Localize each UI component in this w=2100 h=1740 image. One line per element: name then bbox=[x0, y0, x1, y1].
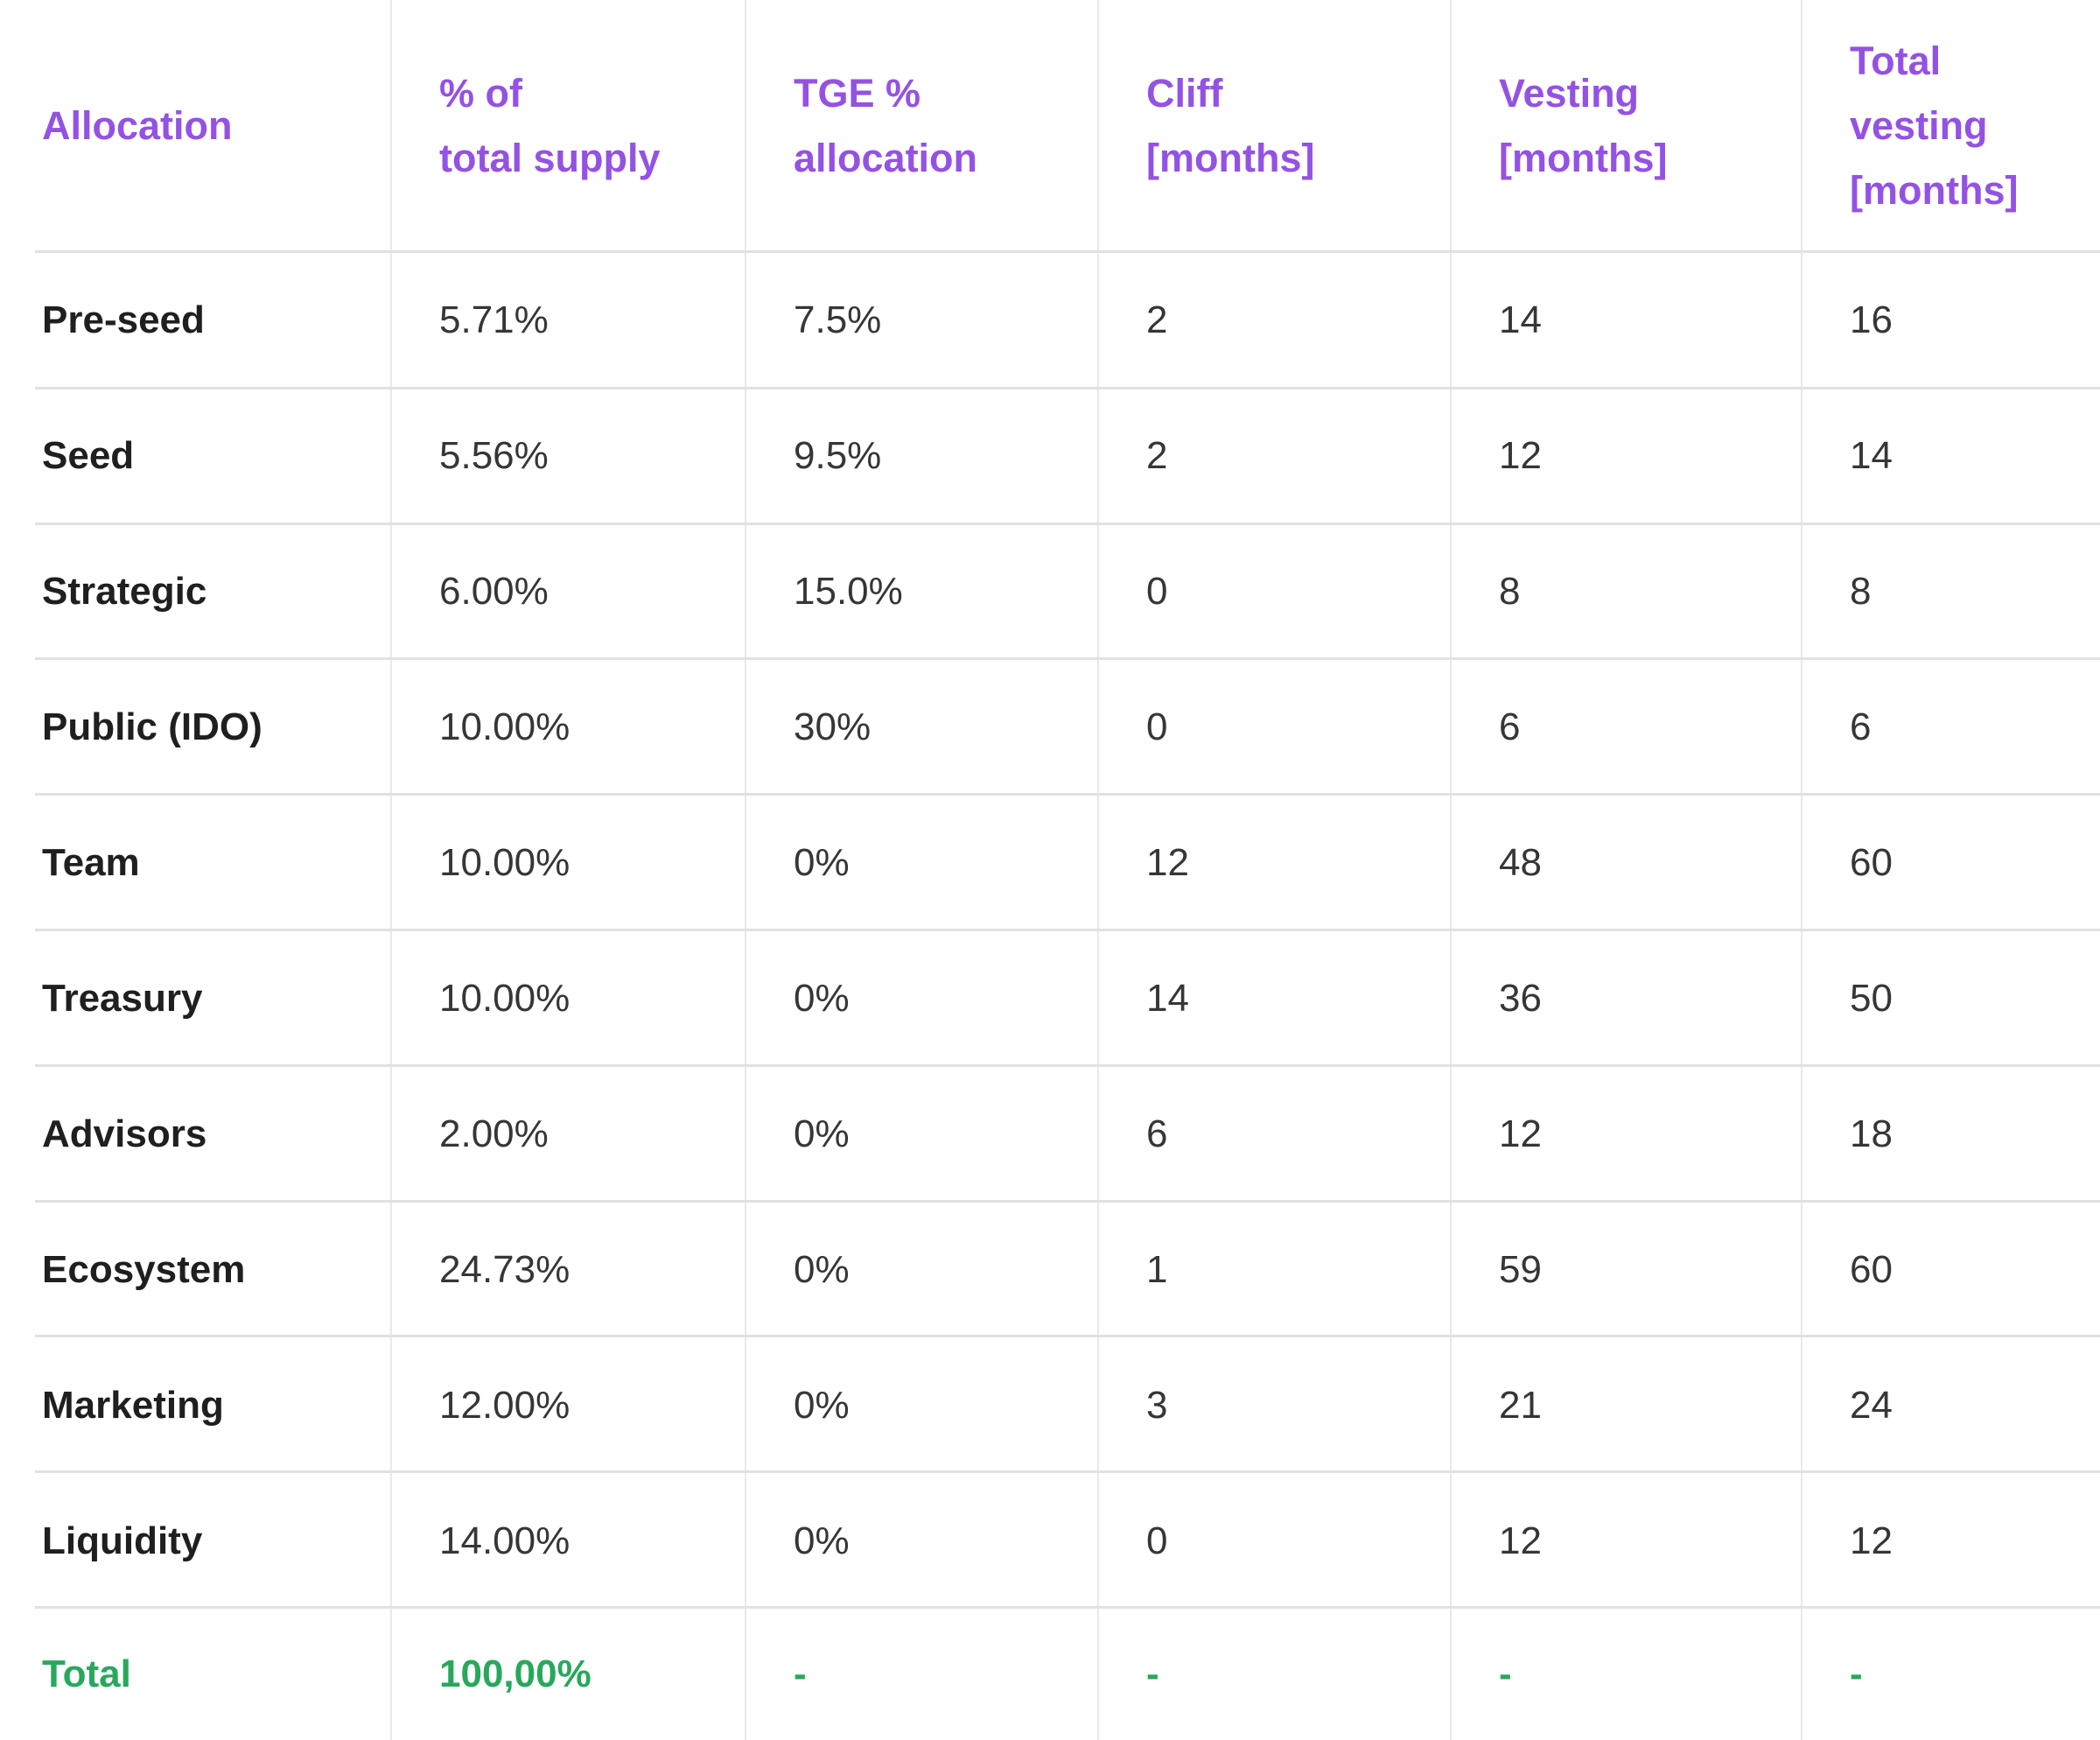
cell-allocation: Liquidity bbox=[42, 1519, 203, 1562]
cell-pct-supply: 10.00% bbox=[439, 840, 570, 884]
cell-tge: 15.0% bbox=[794, 569, 903, 613]
cell-allocation: Ecosystem bbox=[42, 1247, 246, 1291]
cell-vesting: 48 bbox=[1499, 840, 1542, 884]
cell-cliff: 3 bbox=[1146, 1383, 1168, 1427]
cell-vesting: 12 bbox=[1499, 1112, 1542, 1155]
cell-tge: 0% bbox=[794, 1112, 850, 1155]
col-header-total-vesting-months: Total vesting [months] bbox=[1850, 38, 2019, 214]
cell-pct-supply: 14.00% bbox=[439, 1519, 570, 1562]
cell-tge: 7.5% bbox=[794, 298, 882, 341]
cell-pct-supply: 12.00% bbox=[439, 1383, 570, 1427]
cell-tge: 9.5% bbox=[794, 433, 882, 477]
cell-allocation: Team bbox=[42, 840, 140, 884]
total-label: Total bbox=[42, 1652, 131, 1695]
cell-total-vesting: 18 bbox=[1850, 1112, 1893, 1155]
cell-tge: 0% bbox=[794, 840, 850, 884]
cell-cliff: 6 bbox=[1146, 1112, 1168, 1155]
cell-allocation: Pre-seed bbox=[42, 298, 205, 341]
cell-cliff: 2 bbox=[1146, 298, 1168, 341]
cell-vesting: 8 bbox=[1499, 569, 1521, 613]
cell-total-vesting: 12 bbox=[1850, 1519, 1893, 1562]
cell-vesting: 36 bbox=[1499, 976, 1542, 1020]
cell-allocation: Strategic bbox=[42, 569, 207, 613]
cell-tge: 0% bbox=[794, 1247, 850, 1291]
cell-vesting: 14 bbox=[1499, 298, 1542, 341]
cell-total-vesting: 14 bbox=[1850, 433, 1893, 477]
cell-total-vesting: 24 bbox=[1850, 1383, 1893, 1427]
cell-allocation: Marketing bbox=[42, 1383, 224, 1427]
cell-total-vesting: 8 bbox=[1850, 569, 1872, 613]
cell-cliff: 0 bbox=[1146, 705, 1168, 748]
cell-vesting: 6 bbox=[1499, 705, 1521, 748]
cell-tge: 0% bbox=[794, 1383, 850, 1427]
cell-pct-supply: 2.00% bbox=[439, 1112, 549, 1155]
cell-cliff: 2 bbox=[1146, 433, 1168, 477]
cell-pct-supply: 5.71% bbox=[439, 298, 549, 341]
col-header-vesting-months: Vesting [months] bbox=[1499, 70, 1668, 180]
col-header-allocation: Allocation bbox=[42, 102, 233, 148]
cell-cliff: 12 bbox=[1146, 840, 1189, 884]
cell-total-vesting: 6 bbox=[1850, 705, 1872, 748]
cell-vesting: 12 bbox=[1499, 433, 1542, 477]
cell-pct-supply: 10.00% bbox=[439, 705, 570, 748]
cell-cliff: 14 bbox=[1146, 976, 1189, 1020]
cell-cliff: 0 bbox=[1146, 569, 1168, 613]
total-total-vesting-dash: - bbox=[1850, 1652, 1863, 1695]
col-header-cliff-months: Cliff [months] bbox=[1146, 70, 1315, 180]
cell-pct-supply: 5.56% bbox=[439, 433, 549, 477]
cell-total-vesting: 60 bbox=[1850, 1247, 1893, 1291]
cell-pct-supply: 10.00% bbox=[439, 976, 570, 1020]
cell-pct-supply: 6.00% bbox=[439, 569, 549, 613]
cell-allocation: Seed bbox=[42, 433, 135, 477]
cell-total-vesting: 50 bbox=[1850, 976, 1893, 1020]
cell-pct-supply: 24.73% bbox=[439, 1247, 570, 1291]
cell-allocation: Advisors bbox=[42, 1112, 207, 1155]
total-tge-dash: - bbox=[794, 1652, 807, 1695]
total-pct-supply: 100,00% bbox=[439, 1652, 592, 1695]
total-cliff-dash: - bbox=[1146, 1652, 1159, 1695]
col-header-pct-total-supply: % of total supply bbox=[439, 70, 661, 180]
cell-vesting: 59 bbox=[1499, 1247, 1542, 1291]
cell-cliff: 1 bbox=[1146, 1247, 1168, 1291]
cell-tge: 30% bbox=[794, 705, 872, 748]
cell-total-vesting: 16 bbox=[1850, 298, 1893, 341]
cell-allocation: Public (IDO) bbox=[42, 705, 262, 748]
cell-vesting: 12 bbox=[1499, 1519, 1542, 1562]
cell-tge: 0% bbox=[794, 1519, 850, 1562]
col-header-tge-allocation: TGE % allocation bbox=[794, 70, 978, 180]
cell-total-vesting: 60 bbox=[1850, 840, 1893, 884]
cell-vesting: 21 bbox=[1499, 1383, 1542, 1427]
total-vesting-dash: - bbox=[1499, 1652, 1512, 1695]
cell-tge: 0% bbox=[794, 976, 850, 1020]
cell-cliff: 0 bbox=[1146, 1519, 1168, 1562]
cell-allocation: Treasury bbox=[42, 976, 203, 1020]
